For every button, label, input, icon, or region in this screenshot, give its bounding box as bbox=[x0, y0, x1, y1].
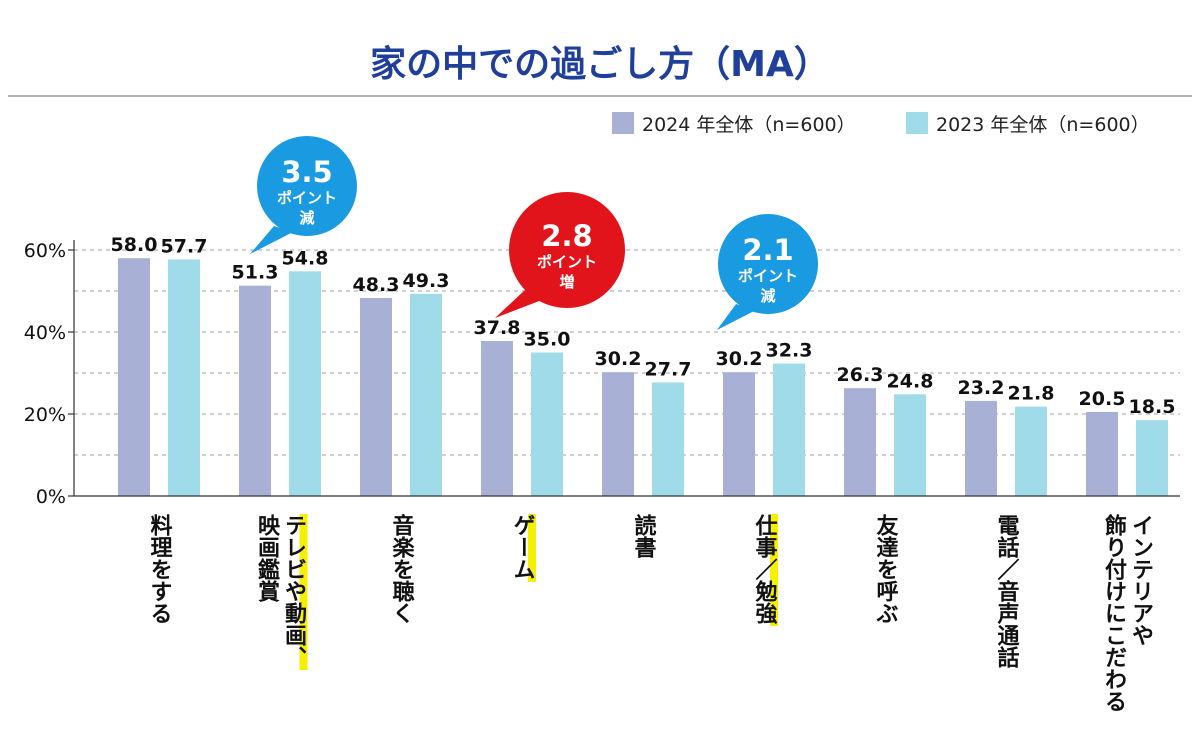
value-label-2024-7: 26.3 bbox=[837, 364, 884, 386]
bar-2023-8 bbox=[1015, 406, 1047, 496]
category-label-7: 友達を呼ぶ bbox=[873, 514, 899, 624]
y-tick-label: 0% bbox=[36, 486, 66, 508]
value-label-2024-9: 20.5 bbox=[1079, 388, 1126, 410]
bar-2024-3 bbox=[360, 297, 392, 496]
y-tick-label: 60% bbox=[24, 240, 66, 262]
bars bbox=[118, 258, 1168, 496]
bubble-direction: 減 bbox=[299, 209, 314, 227]
category-labels: 料理をする テレビや動画、映画鑑賞 音楽を聴く ゲーム 読書 仕事／勉強 友達を呼ぶ 電話／音… bbox=[147, 513, 1155, 712]
bubble-value: 2.1 bbox=[742, 233, 793, 267]
value-label-2023-5: 27.7 bbox=[645, 358, 692, 380]
category-label-5: 読書 bbox=[631, 513, 657, 559]
axes: 0% 20% 40% 60% bbox=[24, 240, 1180, 508]
bar-2023-1 bbox=[168, 259, 200, 496]
category-label-3: 音楽を聴く bbox=[389, 513, 415, 624]
value-label-2024-2: 51.3 bbox=[232, 262, 279, 284]
category-line: 音楽を聴く bbox=[389, 513, 415, 624]
bar-2023-9 bbox=[1136, 420, 1168, 496]
bubble-tail bbox=[717, 304, 756, 330]
value-label-2024-6: 30.2 bbox=[716, 348, 763, 370]
category-highlight bbox=[770, 514, 778, 626]
bar-2024-4 bbox=[481, 341, 513, 496]
y-tick-label: 20% bbox=[24, 404, 66, 426]
bubble-unit: ポイント bbox=[277, 189, 337, 207]
value-label-2023-8: 21.8 bbox=[1008, 383, 1055, 405]
bar-2024-1 bbox=[118, 258, 150, 496]
value-label-2024-5: 30.2 bbox=[595, 348, 642, 370]
category-label-4: ゲーム bbox=[510, 514, 536, 582]
bubble-direction: 増 bbox=[559, 273, 574, 291]
value-label-2023-4: 35.0 bbox=[524, 329, 571, 351]
legend-swatch-1 bbox=[612, 112, 634, 134]
category-highlight bbox=[528, 514, 536, 582]
value-label-2023-1: 57.7 bbox=[161, 235, 208, 257]
bar-2024-6 bbox=[723, 372, 755, 496]
legend-label-1: 2024 年全体（n=600） bbox=[642, 114, 856, 136]
bubble-unit: ポイント bbox=[537, 253, 597, 271]
bar-2023-5 bbox=[652, 382, 684, 496]
bar-2023-2 bbox=[289, 271, 321, 496]
category-line: 料理をする bbox=[147, 514, 173, 624]
category-line: 電話／音声通話 bbox=[994, 514, 1021, 668]
value-label-2024-4: 37.8 bbox=[474, 317, 521, 339]
bubble-circle bbox=[257, 136, 357, 236]
category-label-2: テレビや動画、映画鑑賞 bbox=[254, 514, 308, 670]
value-label-2024-8: 23.2 bbox=[958, 377, 1005, 399]
bubble-tail bbox=[250, 226, 293, 254]
category-line: ゲーム bbox=[510, 514, 536, 580]
bar-2024-8 bbox=[965, 400, 997, 496]
category-line: 読書 bbox=[631, 513, 657, 559]
category-line: 映画鑑賞 bbox=[254, 514, 280, 603]
value-label-2023-7: 24.8 bbox=[887, 370, 934, 392]
y-tick-label: 40% bbox=[24, 322, 66, 344]
category-label-1: 料理をする bbox=[147, 514, 173, 624]
bubble-unit: ポイント bbox=[738, 267, 798, 285]
value-labels: 58.0 57.751.354.848.3 49.337.835.030.2 27.7… bbox=[111, 234, 1176, 418]
category-line: 飾り付けにこだわる bbox=[1101, 513, 1127, 712]
bar-2024-9 bbox=[1086, 411, 1118, 496]
value-label-2023-6: 32.3 bbox=[766, 340, 813, 362]
legend: 2024 年全体（n=600） 2023 年全体（n=600） bbox=[612, 112, 1150, 136]
bar-2024-5 bbox=[602, 372, 634, 496]
value-label-2023-9: 18.5 bbox=[1129, 396, 1176, 418]
bar-2023-7 bbox=[894, 394, 926, 496]
bar-2023-6 bbox=[773, 363, 805, 496]
bar-2024-2 bbox=[239, 285, 271, 496]
category-label-8: 電話／音声通話 bbox=[994, 514, 1021, 668]
category-label-6: 仕事／勉強 bbox=[752, 514, 779, 626]
bubble-value: 2.8 bbox=[541, 219, 592, 253]
bubble-circle bbox=[718, 214, 818, 314]
bubble-direction: 減 bbox=[760, 287, 775, 305]
bar-2024-7 bbox=[844, 388, 876, 496]
legend-label-2: 2023 年全体（n=600） bbox=[936, 114, 1150, 136]
bubble-circle bbox=[509, 192, 625, 308]
value-label-2024-3: 48.3 bbox=[353, 274, 400, 296]
category-line: インテリアや bbox=[1128, 514, 1154, 646]
bar-2023-3 bbox=[410, 293, 442, 496]
legend-swatch-2 bbox=[906, 112, 928, 134]
category-line: 仕事／勉強 bbox=[752, 514, 779, 625]
value-label-2024-1: 58.0 bbox=[111, 234, 158, 256]
value-label-2023-2: 54.8 bbox=[282, 247, 329, 269]
category-line: 友達を呼ぶ bbox=[873, 514, 899, 624]
bubble-value: 3.5 bbox=[281, 155, 332, 189]
category-highlight bbox=[299, 514, 308, 670]
category-line: テレビや動画、 bbox=[281, 514, 307, 668]
value-label-2023-3: 49.3 bbox=[403, 270, 450, 292]
bar-2023-4 bbox=[531, 352, 563, 496]
chart-title: 家の中での過ごし方（MA） bbox=[370, 44, 830, 85]
